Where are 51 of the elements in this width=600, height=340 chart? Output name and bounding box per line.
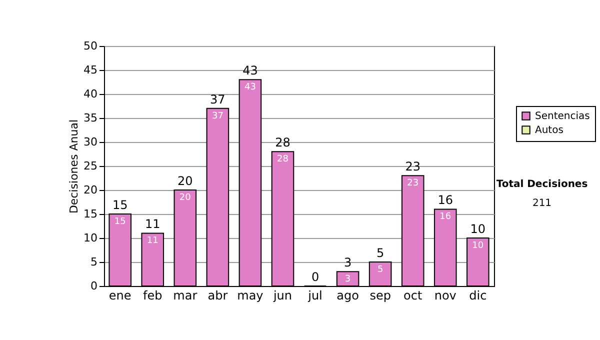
data-label: 37 — [212, 111, 224, 122]
legend-label: Sentencias — [535, 111, 590, 122]
y-tick-label: 30 — [84, 136, 98, 148]
x-tick-label: mar — [173, 288, 198, 302]
data-label: 43 — [244, 82, 256, 93]
total-label: 28 — [275, 136, 290, 150]
x-tick-label: jun — [272, 288, 292, 302]
total-label: 3 — [344, 256, 352, 270]
total-label: 23 — [405, 160, 420, 174]
total-label: 10 — [470, 222, 486, 236]
total-label: 11 — [144, 217, 160, 232]
x-tick-label: dic — [469, 288, 487, 302]
x-tick-label: oct — [404, 288, 422, 302]
total-label: 0 — [311, 270, 320, 284]
total-label: 37 — [210, 92, 226, 106]
y-tick-label: 35 — [84, 112, 98, 124]
x-tick-label: ene — [108, 288, 132, 302]
y-tick-label: 45 — [84, 64, 98, 76]
data-label: 10 — [472, 241, 484, 251]
x-tick-label: may — [237, 288, 264, 302]
data-label: 5 — [377, 265, 384, 275]
data-label: 28 — [277, 154, 289, 165]
data-label: 23 — [407, 178, 419, 189]
legend-label: Autos — [535, 125, 564, 136]
y-tick-label: 50 — [84, 40, 98, 52]
total-label: 16 — [438, 193, 454, 208]
total-label: 15 — [112, 198, 128, 212]
y-tick-label: 25 — [84, 160, 98, 172]
total-label: 43 — [242, 64, 258, 78]
x-tick-label: nov — [434, 288, 456, 302]
total-label: 20 — [178, 174, 193, 188]
x-tick-label: ago — [336, 288, 359, 302]
data-label: 11 — [146, 236, 158, 246]
y-tick-label: 10 — [84, 232, 98, 244]
y-axis-title: Decisiones Anual — [68, 119, 81, 214]
total-label: 5 — [376, 246, 384, 260]
x-tick-label: abr — [208, 288, 228, 302]
y-tick-label: 40 — [84, 88, 98, 100]
data-label: 16 — [440, 212, 452, 222]
y-tick-label: 20 — [84, 184, 98, 196]
text: Total Decisiones — [496, 179, 588, 190]
text: 211 — [532, 198, 552, 209]
y-tick-label: 15 — [84, 208, 98, 220]
x-tick-label: jul — [307, 288, 322, 302]
data-label: 20 — [179, 193, 192, 203]
y-tick-label: 5 — [90, 256, 98, 268]
x-tick-label: feb — [143, 288, 162, 302]
x-tick-label: sep — [370, 288, 391, 302]
data-label: 15 — [114, 217, 126, 227]
y-tick-label: 0 — [90, 280, 98, 292]
data-label: 3 — [344, 274, 351, 285]
